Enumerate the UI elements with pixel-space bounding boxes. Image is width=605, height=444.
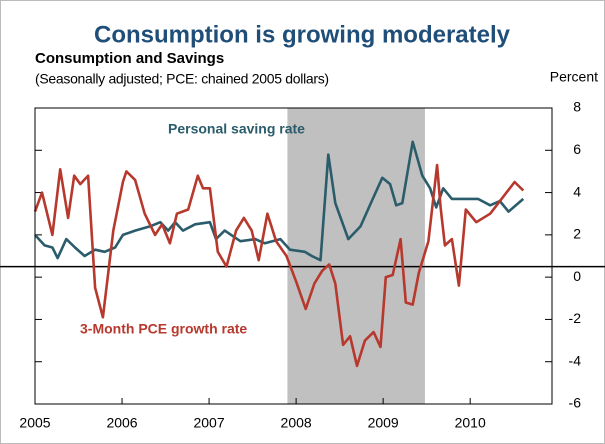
y-tick-label: 4 <box>573 183 581 199</box>
x-tick-label: 2005 <box>19 415 50 431</box>
y-tick-label: -4 <box>569 352 582 368</box>
series-line <box>34 140 525 262</box>
chart-title: Consumption is growing moderately <box>94 21 511 48</box>
x-tick-label: 2006 <box>106 415 137 431</box>
x-tick-label: 2010 <box>455 415 486 431</box>
y-tick-label: 0 <box>573 268 581 284</box>
x-tick-label: 2008 <box>281 415 312 431</box>
series-line <box>33 163 525 368</box>
chart-note: (Seasonally adjusted; PCE: chained 2005 … <box>35 71 329 87</box>
y-tick-label: 8 <box>573 99 581 115</box>
y-tick-label: 2 <box>573 226 581 242</box>
y-tick-label: -6 <box>569 395 582 411</box>
y-tick-label: 6 <box>573 141 581 157</box>
series-label: 3-Month PCE growth rate <box>80 321 247 337</box>
x-tick-label: 2009 <box>368 415 399 431</box>
y-tick-label: -2 <box>569 310 582 326</box>
plot-frame <box>34 107 553 405</box>
chart-subtitle: Consumption and Savings <box>35 50 224 67</box>
y-axis-label: Percent <box>550 69 598 85</box>
series-label: Personal saving rate <box>168 121 305 137</box>
x-tick-label: 2007 <box>193 415 224 431</box>
